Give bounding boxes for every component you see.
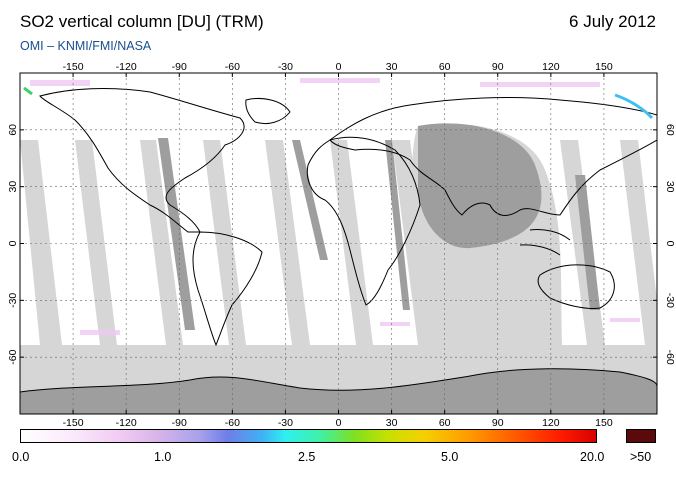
lat-tick-label: 30 (664, 181, 676, 193)
lat-tick-label: 0 (664, 241, 676, 247)
lon-tick-label: -90 (172, 417, 187, 429)
map-title: SO2 vertical column [DU] (TRM) (20, 12, 264, 31)
lon-tick-label: -120 (116, 61, 137, 73)
lon-tick-label: 60 (439, 417, 451, 429)
africa-outline (306, 136, 421, 306)
lat-tick-label: -60 (664, 350, 676, 365)
north-america-outline (39, 88, 245, 233)
lon-tick-label: -60 (225, 417, 240, 429)
lat-tick-label: 0 (7, 240, 19, 246)
colorbar-over-label: >50 (630, 450, 652, 464)
lon-tick-label: 120 (542, 61, 560, 73)
lat-tick-label: -30 (664, 293, 676, 308)
map-content (20, 73, 657, 414)
lon-tick-label: -150 (63, 61, 84, 73)
lat-tick-label: 60 (7, 124, 19, 136)
colorbar-label-1: 1.0 (154, 450, 172, 464)
colorbar-label-3: 5.0 (441, 450, 459, 464)
lon-tick-label: -120 (116, 417, 137, 429)
lon-ticks-top: -150 -120 -90 -60 -30 0 30 60 90 120 150 (63, 61, 613, 77)
dark-swaths (20, 123, 657, 414)
colorbar-label-2: 2.5 (298, 450, 316, 464)
south-america-outline (192, 231, 263, 347)
lon-tick-label: 120 (542, 417, 560, 429)
lon-tick-label: 90 (492, 61, 504, 73)
coastlines (20, 88, 657, 393)
lon-tick-label: -30 (278, 61, 293, 73)
noise-specks (30, 78, 640, 335)
map-date: 6 July 2012 (569, 12, 656, 31)
indonesia-outline (519, 229, 571, 256)
colorbar-over-swatch (626, 429, 656, 443)
lat-tick-label: -60 (7, 349, 19, 364)
lon-tick-label: -60 (225, 61, 240, 73)
lon-tick-label: 0 (336, 61, 342, 73)
colorbar-label-0: 0.0 (12, 450, 30, 464)
lon-tick-label: 150 (595, 417, 613, 429)
lat-tick-label: 60 (664, 124, 676, 136)
lon-tick-label: 0 (336, 417, 342, 429)
greenland-outline (245, 98, 291, 125)
colorbar-label-4: 20.0 (580, 450, 605, 464)
colorbar (20, 429, 597, 443)
lon-tick-label: -30 (278, 417, 293, 429)
lon-tick-label: -90 (172, 61, 187, 73)
lat-tick-label: -30 (7, 293, 19, 308)
eurasia-outline (329, 97, 657, 216)
graticule (20, 73, 657, 414)
lon-tick-label: -150 (63, 417, 84, 429)
lon-tick-label: 30 (386, 61, 398, 73)
lon-tick-label: 150 (595, 61, 613, 73)
high-so2-streaks (23, 86, 654, 120)
lon-tick-label: 90 (492, 417, 504, 429)
lon-tick-label: 60 (439, 61, 451, 73)
lon-tick-label: 30 (386, 417, 398, 429)
lat-tick-label: 30 (7, 181, 19, 193)
lat-ticks-right: 60 30 0 -30 -60 (653, 124, 676, 365)
australia-outline (537, 264, 615, 309)
lat-ticks-left: 60 30 0 -30 -60 (7, 124, 24, 365)
lon-ticks-bottom: -150 -120 -90 -60 -30 0 30 60 90 120 150 (63, 410, 613, 429)
antarctica-outline (20, 368, 657, 393)
map-credit: OMI – KNMI/FMI/NASA (20, 39, 152, 53)
